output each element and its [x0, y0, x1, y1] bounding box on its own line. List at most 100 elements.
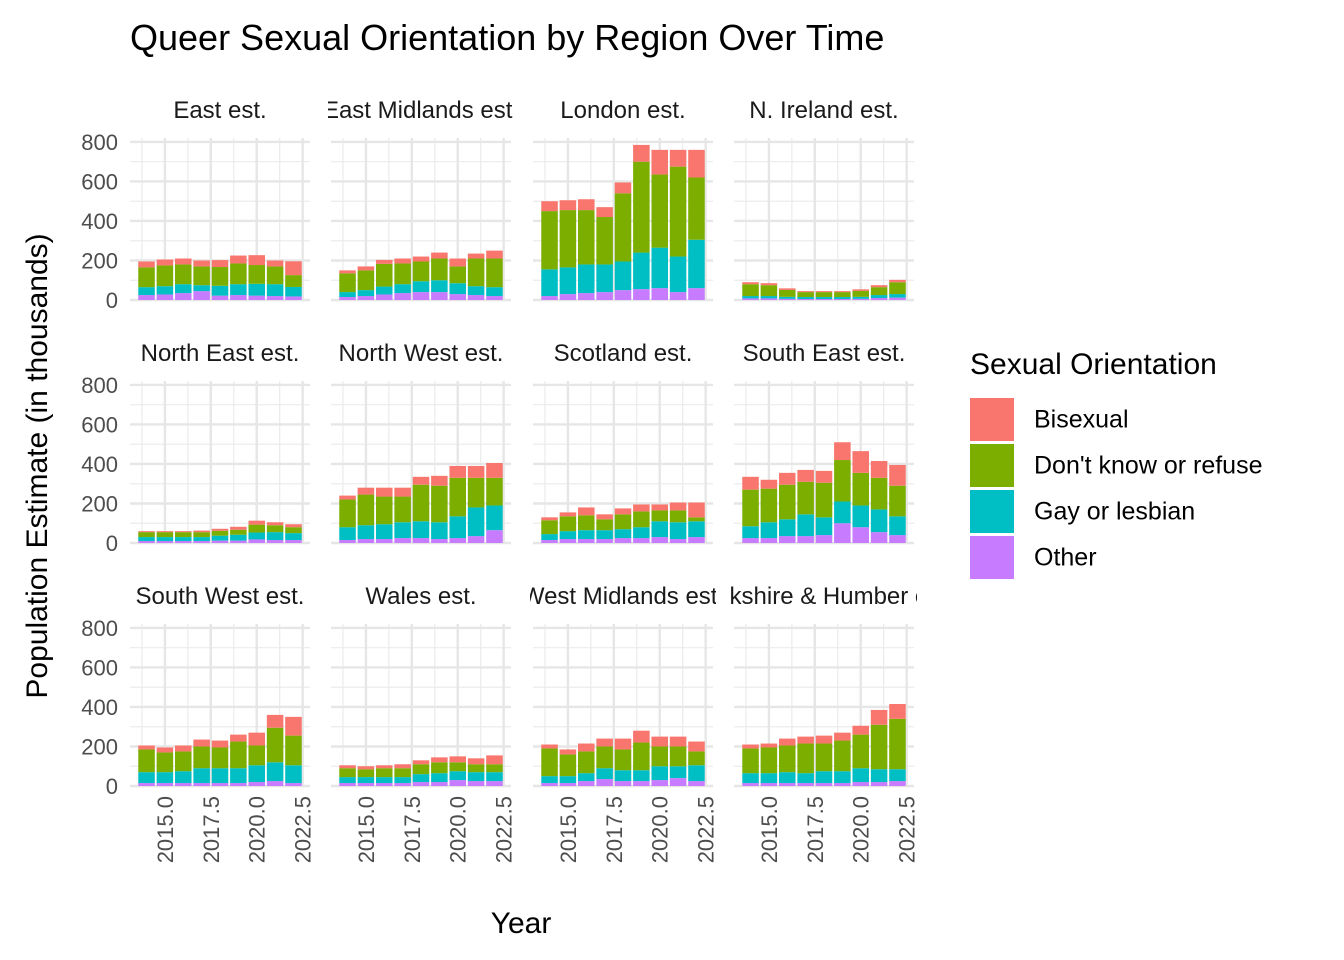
bar-don-t-know-or-refuse: [760, 488, 778, 523]
bar-bisexual: [175, 531, 192, 533]
bar-other: [541, 296, 558, 300]
bar-don-t-know-or-refuse: [211, 267, 229, 286]
bar-don-t-know-or-refuse: [614, 749, 632, 771]
bar-don-t-know-or-refuse: [467, 764, 485, 773]
bar-other: [651, 288, 668, 300]
bar-don-t-know-or-refuse: [541, 211, 558, 270]
bar-bisexual: [834, 291, 851, 293]
bar-don-t-know-or-refuse: [688, 177, 705, 240]
bar-don-t-know-or-refuse: [467, 258, 485, 287]
bar-gay-or-lesbian: [449, 516, 466, 539]
bar-bisexual: [633, 504, 650, 512]
bar-bisexual: [376, 259, 393, 264]
bar-don-t-know-or-refuse: [596, 519, 613, 531]
bar-bisexual: [248, 732, 265, 746]
bar-bisexual: [376, 487, 393, 497]
bar-don-t-know-or-refuse: [412, 764, 430, 775]
bar-gay-or-lesbian: [339, 777, 356, 784]
bar-bisexual: [651, 736, 668, 747]
bar-don-t-know-or-refuse: [412, 484, 430, 522]
bar-other: [651, 537, 668, 543]
bar-other: [394, 783, 411, 786]
bar-don-t-know-or-refuse: [669, 166, 687, 257]
bar-don-t-know-or-refuse: [230, 741, 247, 769]
bar-gay-or-lesbian: [193, 768, 210, 784]
bar-bisexual: [266, 522, 284, 526]
bar-bisexual: [889, 464, 906, 486]
bar-other: [834, 523, 851, 543]
bar-bisexual: [339, 495, 356, 500]
bar-gay-or-lesbian: [870, 295, 888, 299]
facet-strip-label: East est.: [173, 97, 266, 124]
bar-don-t-know-or-refuse: [175, 264, 192, 285]
bar-bisexual: [467, 253, 485, 259]
bar-don-t-know-or-refuse: [211, 747, 229, 769]
bar-don-t-know-or-refuse: [431, 258, 448, 281]
x-tick-label: 2020.0: [245, 796, 270, 863]
facet-panel-london-est: London est.: [533, 97, 713, 302]
bar-bisexual: [541, 201, 558, 212]
facet-panel-east-est: East est. 0 200 400 600 800: [81, 97, 310, 313]
bar-don-t-know-or-refuse: [834, 292, 851, 298]
bar-don-t-know-or-refuse: [541, 520, 558, 535]
bar-don-t-know-or-refuse: [889, 718, 906, 770]
bar-bisexual: [486, 755, 503, 765]
bar-don-t-know-or-refuse: [870, 477, 888, 510]
facet-strip-label: South West est.: [136, 583, 305, 610]
x-tick-label: 2015.0: [757, 796, 782, 863]
bar-other: [578, 293, 595, 300]
bar-other: [357, 783, 375, 786]
bar-gay-or-lesbian: [357, 290, 375, 297]
facet-strip-label: Yorkshire & Humber est.: [694, 583, 953, 610]
facet-panel-south-west-est: South West est. 0 200 400 600 800 2015.0 2017.5…: [81, 583, 315, 863]
bar-other: [156, 294, 174, 300]
bar-don-t-know-or-refuse: [797, 481, 814, 515]
bar-don-t-know-or-refuse: [669, 746, 687, 767]
bar-don-t-know-or-refuse: [156, 532, 174, 538]
facet-strip-label: Scotland est.: [554, 340, 693, 367]
bar-bisexual: [797, 291, 814, 293]
bar-other: [633, 289, 650, 300]
bar-other: [633, 538, 650, 543]
bar-other: [852, 527, 869, 543]
bar-bisexual: [852, 289, 869, 291]
x-tick-label: 2017.5: [199, 796, 224, 863]
bar-gay-or-lesbian: [449, 283, 466, 295]
bar-gay-or-lesbian: [578, 773, 595, 782]
bar-other: [559, 294, 577, 300]
bar-bisexual: [614, 738, 632, 750]
bar-don-t-know-or-refuse: [357, 769, 375, 778]
bar-gay-or-lesbian: [394, 522, 411, 539]
bar-don-t-know-or-refuse: [266, 266, 284, 285]
bar-gay-or-lesbian: [614, 261, 632, 291]
x-tick-label: 2017.5: [602, 796, 627, 863]
bar-gay-or-lesbian: [870, 509, 888, 533]
bar-bisexual: [779, 738, 796, 746]
bar-bisexual: [230, 734, 247, 742]
bar-bisexual: [889, 704, 906, 719]
bar-gay-or-lesbian: [559, 267, 577, 295]
bar-don-t-know-or-refuse: [175, 532, 192, 538]
bar-bisexual: [285, 716, 302, 736]
bar-gay-or-lesbian: [248, 532, 265, 540]
facet-panel-scotland-est: Scotland est.: [533, 340, 713, 545]
bar-other: [889, 781, 906, 786]
facet-strip-label: West Midlands est.: [522, 583, 724, 610]
bar-other: [870, 298, 888, 300]
bar-bisexual: [596, 514, 613, 520]
bar-don-t-know-or-refuse: [339, 499, 356, 528]
bar-gay-or-lesbian: [156, 286, 174, 295]
bar-bisexual: [449, 258, 466, 267]
x-tick-label: 2022.5: [694, 796, 719, 863]
bar-other: [578, 539, 595, 543]
bar-gay-or-lesbian: [815, 771, 833, 784]
bar-bisexual: [449, 756, 466, 763]
bar-don-t-know-or-refuse: [760, 285, 778, 297]
bar-other: [742, 538, 759, 543]
bar-bisexual: [431, 475, 448, 486]
bar-don-t-know-or-refuse: [467, 477, 485, 508]
bar-bisexual: [376, 765, 393, 769]
legend-label: Gay or lesbian: [1034, 498, 1195, 526]
legend-label: Don't know or refuse: [1034, 452, 1263, 480]
